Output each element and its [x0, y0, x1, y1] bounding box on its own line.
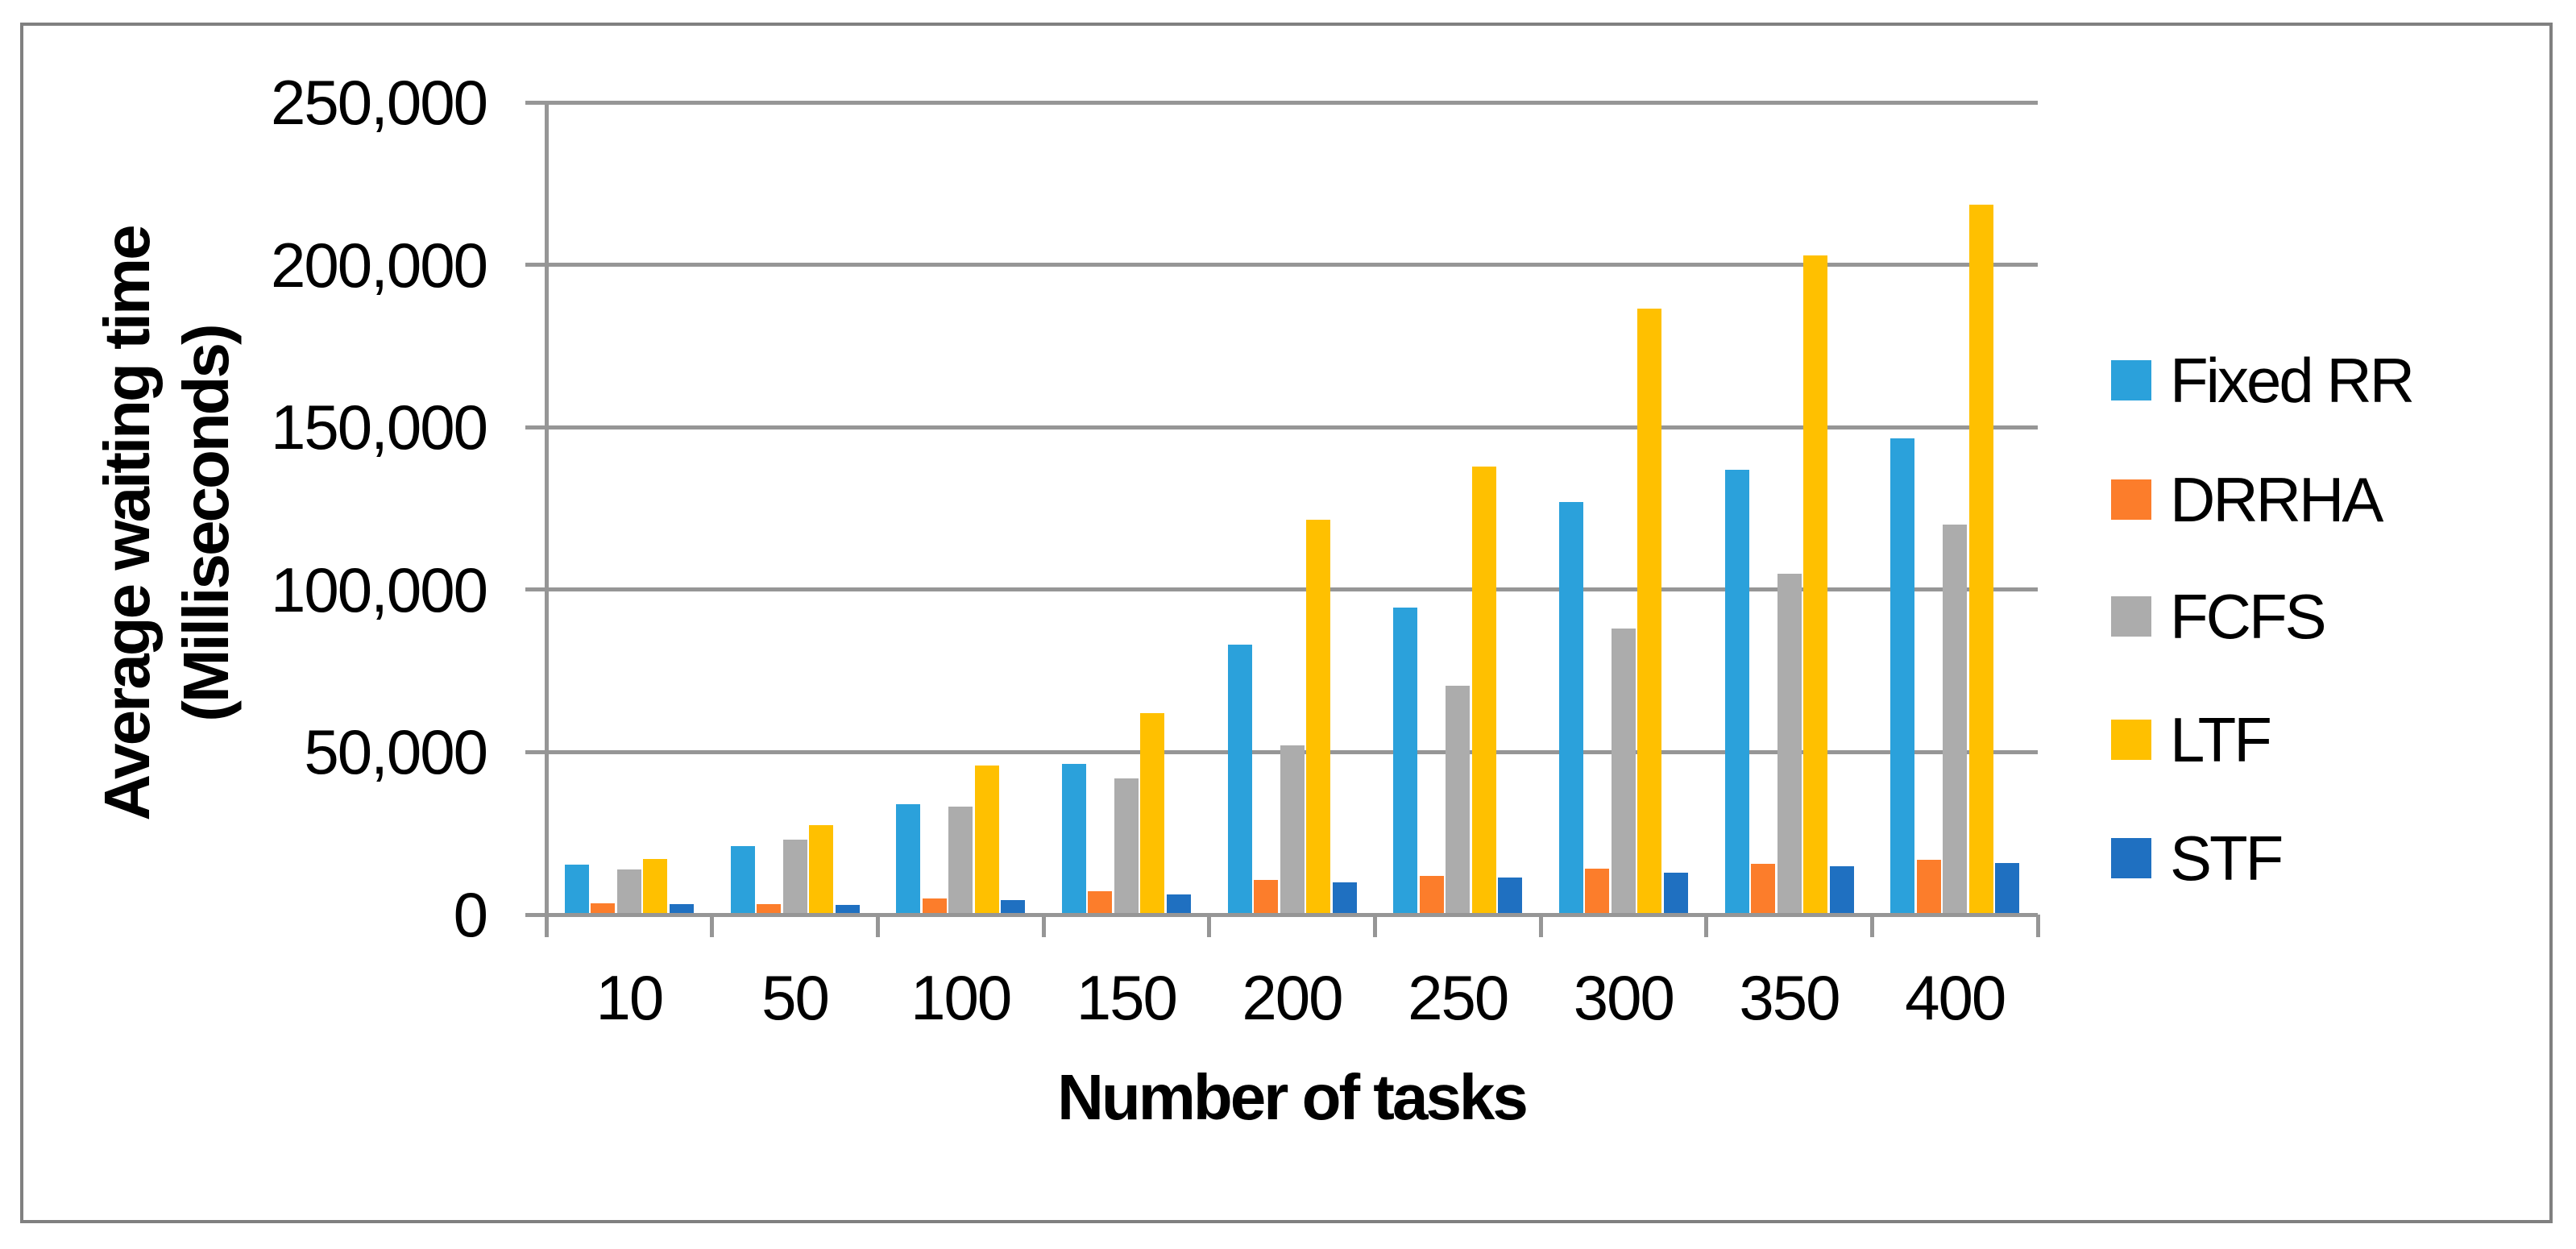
- bar-ltf-300: [1637, 309, 1662, 915]
- x-axis-tick: [1372, 915, 1377, 937]
- y-tick-label: 0: [453, 879, 488, 950]
- bar-drrha-10: [591, 903, 616, 915]
- x-axis-tick: [1538, 915, 1543, 937]
- bar-ltf-50: [809, 825, 833, 915]
- gridline-100000: [525, 587, 2038, 592]
- y-axis-line: [544, 102, 549, 937]
- bar-stf-100: [1001, 900, 1026, 915]
- x-category-label: 200: [1242, 962, 1343, 1033]
- legend-item-ltf: LTF: [2111, 704, 2272, 775]
- bar-fcfs-200: [1280, 745, 1305, 915]
- bar-stf-50: [835, 905, 860, 915]
- bar-fixed-rr-150: [1061, 764, 1086, 915]
- bar-drrha-300: [1585, 869, 1610, 915]
- y-axis-title: Average waiting time (Milliseconds): [88, 226, 246, 820]
- bar-fcfs-10: [616, 869, 641, 915]
- x-category-label: 100: [911, 962, 1012, 1033]
- x-axis-tick: [1869, 915, 1874, 937]
- legend-label: DRRHA: [2170, 464, 2383, 535]
- bar-stf-150: [1166, 894, 1191, 915]
- bar-stf-300: [1663, 873, 1688, 915]
- bar-stf-200: [1332, 882, 1357, 915]
- gridline-150000: [525, 425, 2038, 429]
- bar-stf-350: [1829, 866, 1854, 915]
- bar-fixed-rr-250: [1393, 608, 1418, 915]
- bar-fixed-rr-400: [1890, 438, 1915, 915]
- legend-item-fcfs: FCFS: [2111, 581, 2327, 652]
- legend-label: FCFS: [2170, 581, 2327, 652]
- bar-stf-400: [1995, 863, 2020, 915]
- bar-fcfs-350: [1777, 574, 1802, 915]
- bar-drrha-250: [1419, 876, 1444, 915]
- legend-swatch-fixed-rr: [2111, 360, 2151, 400]
- x-axis-tick: [710, 915, 715, 937]
- bar-ltf-200: [1306, 520, 1330, 915]
- x-axis-title: Number of tasks: [1057, 1061, 1529, 1133]
- bar-ltf-100: [974, 766, 999, 915]
- bar-drrha-150: [1088, 891, 1113, 915]
- bar-ltf-10: [643, 859, 668, 915]
- x-category-label: 250: [1408, 962, 1509, 1033]
- legend-label: STF: [2170, 823, 2284, 894]
- bar-drrha-100: [922, 898, 947, 915]
- legend-item-fixed-rr: Fixed RR: [2111, 345, 2415, 416]
- bar-fixed-rr-10: [564, 865, 589, 915]
- bar-fixed-rr-50: [730, 846, 755, 915]
- x-axis-tick: [875, 915, 880, 937]
- x-axis-tick: [544, 915, 549, 937]
- bar-fixed-rr-350: [1724, 470, 1749, 915]
- bar-fcfs-100: [948, 807, 973, 915]
- gridline-200000: [525, 263, 2038, 268]
- chart-outer-border: [20, 23, 2553, 1223]
- bar-drrha-350: [1751, 864, 1775, 915]
- bar-ltf-250: [1471, 467, 1496, 915]
- legend-swatch-ltf: [2111, 720, 2151, 760]
- bar-stf-10: [669, 904, 694, 915]
- bar-fixed-rr-200: [1227, 645, 1252, 915]
- x-category-label: 10: [595, 962, 664, 1033]
- gridline-250000: [525, 100, 2038, 105]
- legend-swatch-drrha: [2111, 479, 2151, 520]
- bar-fixed-rr-300: [1558, 502, 1583, 915]
- bar-drrha-200: [1254, 880, 1278, 915]
- bar-fixed-rr-100: [896, 804, 921, 915]
- legend-item-drrha: DRRHA: [2111, 464, 2383, 535]
- x-axis-tick: [1207, 915, 1212, 937]
- bar-ltf-400: [1968, 205, 1993, 915]
- y-axis-title-line1: Average waiting time: [91, 226, 163, 821]
- legend-label: LTF: [2170, 704, 2272, 775]
- bar-drrha-50: [757, 904, 781, 915]
- bar-stf-250: [1498, 878, 1523, 915]
- x-axis-tick: [1041, 915, 1046, 937]
- bar-fcfs-300: [1611, 629, 1636, 915]
- gridline-0: [525, 912, 2038, 917]
- bar-ltf-350: [1803, 255, 1827, 915]
- legend-swatch-fcfs: [2111, 596, 2151, 637]
- bar-fcfs-150: [1114, 778, 1139, 915]
- legend-swatch-stf: [2111, 838, 2151, 878]
- bar-ltf-150: [1140, 713, 1165, 915]
- legend-item-stf: STF: [2111, 823, 2284, 894]
- x-category-label: 150: [1076, 962, 1178, 1033]
- y-tick-label: 200,000: [271, 229, 488, 301]
- y-tick-label: 250,000: [271, 67, 488, 138]
- x-category-label: 400: [1905, 962, 2006, 1033]
- bar-fcfs-50: [782, 840, 807, 915]
- legend-label: Fixed RR: [2170, 345, 2415, 416]
- x-category-label: 50: [761, 962, 830, 1033]
- y-tick-label: 50,000: [304, 716, 488, 788]
- bar-fcfs-400: [1943, 525, 1968, 915]
- y-tick-label: 150,000: [271, 392, 488, 463]
- x-category-label: 300: [1573, 962, 1675, 1033]
- bar-fcfs-250: [1446, 686, 1471, 915]
- bar-drrha-400: [1916, 860, 1941, 915]
- x-axis-tick: [2035, 915, 2040, 937]
- x-axis-tick: [1704, 915, 1709, 937]
- x-category-label: 350: [1739, 962, 1840, 1033]
- y-tick-label: 100,000: [271, 554, 488, 625]
